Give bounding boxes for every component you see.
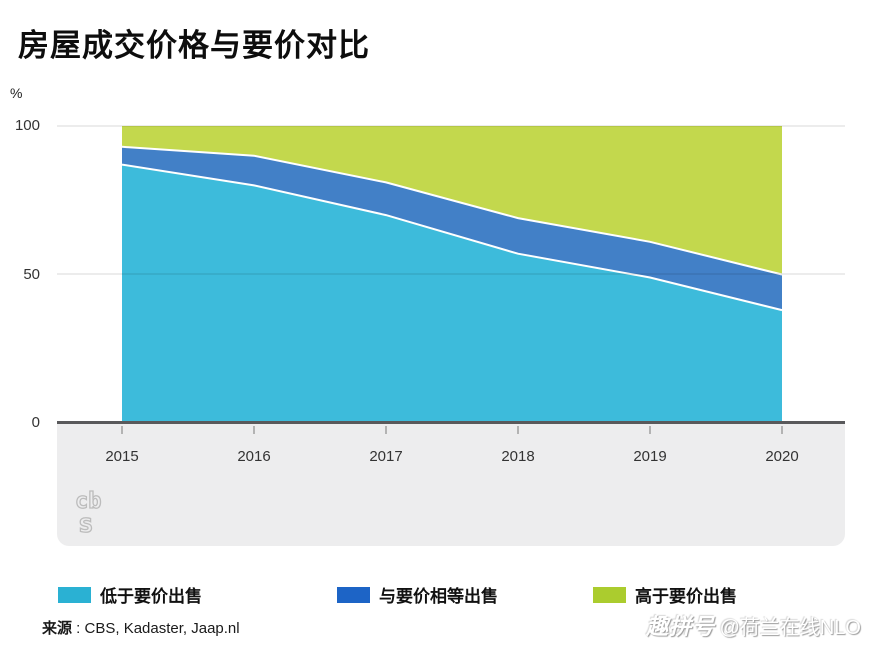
gridline-100 [57,125,845,127]
legend-label-equal-asking: 与要价相等出售 [379,587,498,606]
x-tick-2020 [781,426,783,434]
legend-swatch-equal-asking [337,586,370,603]
cbs-logo: cb s [74,488,102,538]
area-below-asking [122,164,782,423]
x-tick-2019 [649,426,651,434]
legend-label-above-asking: 高于要价出售 [635,587,737,606]
x-label-2020: 2020 [765,448,799,465]
legend-item-equal-asking: 与要价相等出售 [337,582,498,607]
x-label-2019: 2019 [633,448,667,465]
stacked-area-chart [121,126,783,423]
source-label: 来源 [42,620,73,637]
legend-swatch-below-asking [58,586,91,603]
x-axis-band: 2015 2016 2017 2018 2019 2020 cb s [57,424,845,546]
x-tick-2017 [385,426,387,434]
y-label-50: 50 [23,265,40,283]
x-tick-2018 [517,426,519,434]
cbs-logo-line1: cb [75,489,102,514]
legend-item-below-asking: 低于要价出售 [58,582,202,607]
watermark: 趣拼号 @荷兰在线NLO [646,609,861,641]
page-title: 房屋成交价格与要价对比 [18,28,370,63]
watermark-brand: 趣拼号 [646,614,716,639]
x-label-2017: 2017 [369,448,403,465]
x-axis-line [57,421,845,424]
x-label-2015: 2015 [105,448,139,465]
y-axis-unit-label: % [10,85,23,101]
watermark-handle: @荷兰在线NLO [719,617,861,639]
y-label-100: 100 [14,117,40,134]
x-tick-2016 [253,426,255,434]
separator-below-equal [121,163,783,312]
area-equal-asking [122,146,782,311]
chart-legend: 低于要价出售 与要价相等出售 高于要价出售 [0,582,873,607]
cbs-logo-line2: s [78,509,94,538]
x-label-2016: 2016 [237,448,271,465]
source-note: 来源 : CBS, Kadaster, Jaap.nl [42,617,240,638]
legend-label-below-asking: 低于要价出售 [100,587,202,606]
gridline-50 [57,273,845,275]
y-label-0: 0 [31,414,40,431]
x-tick-2015 [121,426,123,434]
separator-equal-above [121,145,783,276]
x-label-2018: 2018 [501,448,535,465]
legend-item-above-asking: 高于要价出售 [593,582,737,607]
source-text: : CBS, Kadaster, Jaap.nl [72,620,240,637]
legend-swatch-above-asking [593,586,626,603]
